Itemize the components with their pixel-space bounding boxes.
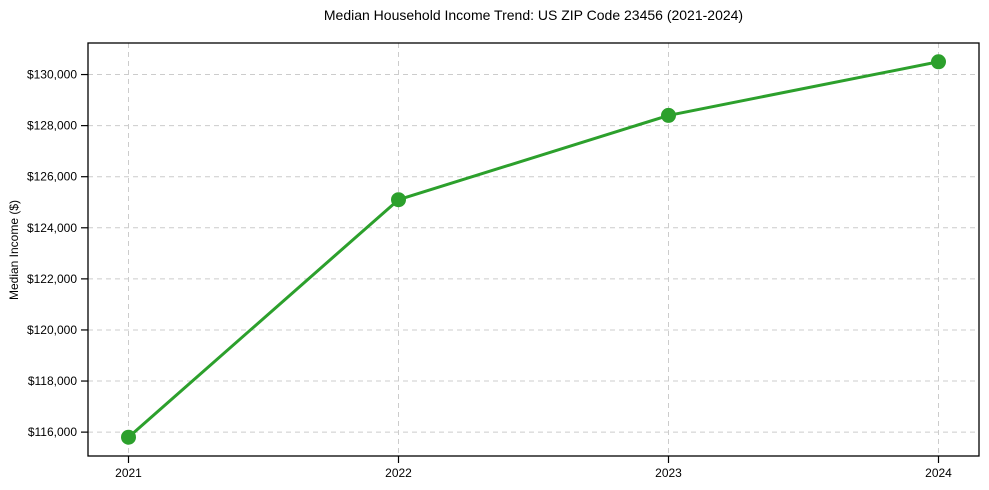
y-tick-label: $130,000 [27, 68, 77, 82]
data-point-marker [391, 192, 406, 208]
y-tick-label: $122,000 [27, 272, 77, 286]
x-tick-label: 2024 [925, 466, 952, 480]
y-tick-label: $126,000 [27, 170, 77, 184]
y-tick-label: $118,000 [28, 374, 77, 388]
data-point-marker [931, 54, 946, 70]
plot-border [87, 42, 980, 457]
chart-title: Median Household Income Trend: US ZIP Co… [323, 7, 744, 23]
data-line [127, 60, 940, 439]
y-tick-label: $124,000 [27, 221, 77, 235]
data-point-marker [661, 107, 676, 123]
y-tick-label: $120,000 [27, 323, 77, 337]
y-tick-label: $116,000 [28, 425, 77, 439]
x-tick-label: 2023 [655, 466, 682, 480]
data-point-marker [121, 429, 136, 445]
x-tick-label: 2022 [385, 466, 412, 480]
x-tick-label: 2021 [115, 466, 142, 480]
y-tick-label: $128,000 [27, 119, 77, 133]
